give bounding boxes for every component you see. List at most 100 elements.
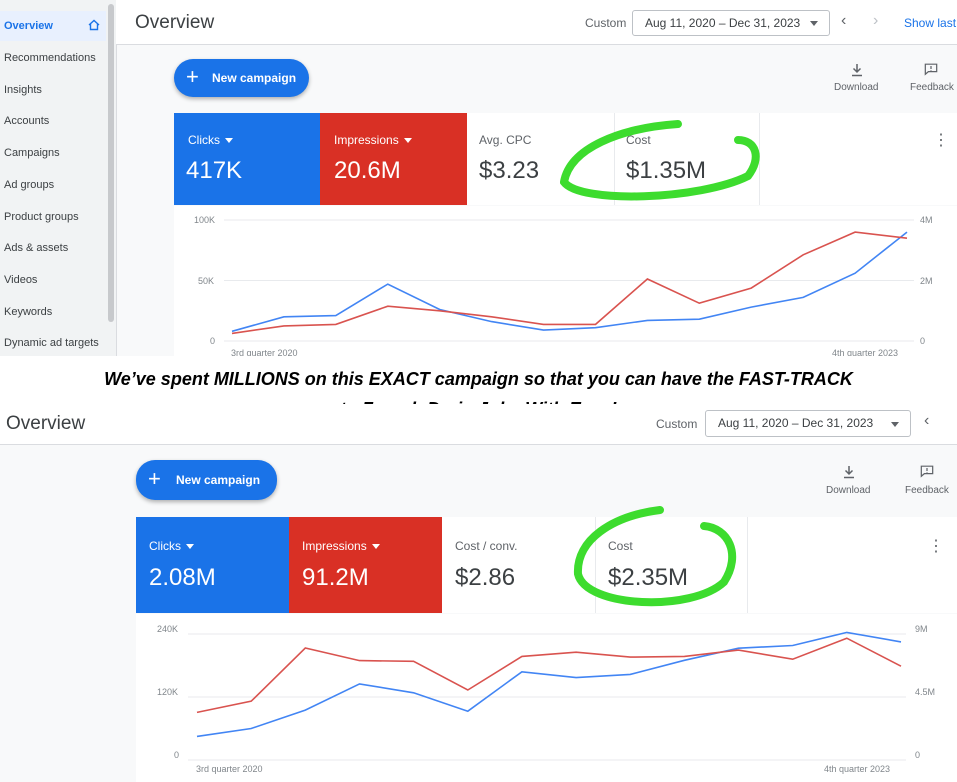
sidebar-scrollbar[interactable] <box>108 4 114 322</box>
metric-value: $2.86 <box>455 564 516 591</box>
plus-icon: + <box>186 64 199 89</box>
bottom-header-bar: Overview Custom Aug 11, 2020 – Dec 31, 2… <box>0 404 957 445</box>
sidebar-item-label: Insights <box>4 84 42 96</box>
metric-value: 2.08M <box>149 564 216 591</box>
date-range-picker[interactable]: Aug 11, 2020 – Dec 31, 2023 <box>705 410 911 437</box>
new-campaign-button[interactable]: + New campaign <box>174 59 309 97</box>
caret-down-icon <box>371 544 380 550</box>
caret-down-icon <box>891 422 899 427</box>
caret-down-icon <box>810 21 818 26</box>
metric-label: Cost <box>608 539 633 553</box>
new-campaign-label: New campaign <box>176 473 261 487</box>
metric-value: 20.6M <box>334 157 401 184</box>
green-highlight-circle <box>560 120 760 201</box>
sidebar-item-label: Campaigns <box>4 147 60 159</box>
feedback-icon[interactable] <box>920 464 934 478</box>
sidebar-item-campaigns[interactable]: Campaigns <box>0 138 108 168</box>
metric-clicks[interactable]: Clicks 2.08M <box>136 517 289 613</box>
show-last-link[interactable]: Show last <box>904 16 957 30</box>
green-highlight-circle <box>573 506 737 607</box>
date-range-value: Aug 11, 2020 – Dec 31, 2023 <box>645 16 801 30</box>
sidebar-nav: Overview Recommendations Insights Accoun… <box>0 0 117 356</box>
caret-down-icon <box>186 544 194 550</box>
feedback-icon[interactable] <box>924 62 938 76</box>
metric-label: Clicks <box>188 133 220 147</box>
feedback-label[interactable]: Feedback <box>910 82 954 93</box>
chart-series-group <box>188 631 906 761</box>
sidebar-item-overview[interactable]: Overview <box>0 11 106 41</box>
clicks-series-line <box>196 631 902 738</box>
sidebar-item-insights[interactable]: Insights <box>0 75 108 105</box>
metric-impressions[interactable]: Impressions 91.2M <box>289 517 442 613</box>
plus-icon: + <box>148 466 161 491</box>
custom-label: Custom <box>585 16 627 30</box>
download-label[interactable]: Download <box>826 485 871 496</box>
metrics-card: Clicks 2.08M Impressions 91.2M Cost / co… <box>136 517 957 613</box>
sidebar-item-dynamic-ad-targets[interactable]: Dynamic ad targets <box>0 328 108 356</box>
date-range-picker[interactable]: Aug 11, 2020 – Dec 31, 2023 <box>632 10 830 36</box>
new-campaign-button[interactable]: + New campaign <box>136 460 277 500</box>
chart-svg <box>188 631 906 761</box>
download-icon[interactable] <box>842 465 856 479</box>
sidebar-item-label: Recommendations <box>4 52 96 64</box>
feedback-label[interactable]: Feedback <box>905 485 949 496</box>
x-tick-label: 4th quarter 2023 <box>824 764 891 774</box>
right-tick-label: 9M <box>915 624 928 634</box>
metric-label: Impressions <box>334 133 399 147</box>
left-tick-label: 0 <box>210 336 216 346</box>
sidebar-item-ad-groups[interactable]: Ad groups <box>0 170 108 200</box>
right-tick-label: 2M <box>920 276 933 286</box>
caret-down-icon <box>403 138 412 144</box>
chevron-left-icon[interactable]: ‹ <box>924 412 930 429</box>
right-tick-label: 0 <box>920 336 926 346</box>
sidebar-item-product-groups[interactable]: Product groups <box>0 202 108 232</box>
left-tick-label: 50K <box>198 276 215 286</box>
left-tick-label: 240K <box>157 624 179 634</box>
chevron-right-icon[interactable]: › <box>873 12 879 29</box>
sidebar-item-label: Videos <box>4 274 38 286</box>
performance-chart: 100K 50K 0 4M 2M 0 3rd quarter 2020 4th … <box>174 206 957 356</box>
sidebar-item-recommendations[interactable]: Recommendations <box>0 43 108 73</box>
download-label[interactable]: Download <box>834 82 879 93</box>
metric-value: $2.35M <box>608 564 689 591</box>
new-campaign-label: New campaign <box>212 71 297 85</box>
sidebar-item-label: Ads & assets <box>4 242 69 254</box>
caption-line-1: We’ve spent MILLIONS on this EXACT campa… <box>104 369 853 389</box>
clicks-series-line <box>231 231 908 333</box>
right-tick-label: 4.5M <box>915 687 936 697</box>
left-tick-label: 100K <box>194 215 216 225</box>
metric-cost-per-conversion[interactable]: Cost / conv. $2.86 <box>442 517 595 613</box>
sidebar-item-ads-assets[interactable]: Ads & assets <box>0 233 108 263</box>
top-dashboard-screenshot: Overview Recommendations Insights Accoun… <box>0 0 957 356</box>
right-tick-label: 0 <box>915 750 921 760</box>
sidebar-item-accounts[interactable]: Accounts <box>0 106 108 136</box>
sidebar-item-label: Dynamic ad targets <box>4 337 99 349</box>
caret-down-icon <box>225 138 233 144</box>
metrics-card: Clicks 417K Impressions 20.6M Avg. CPC $… <box>174 113 957 205</box>
top-header-bar: Overview Custom Aug 11, 2020 – Dec 31, 2… <box>116 0 957 45</box>
metric-label: Avg. CPC <box>479 133 532 147</box>
performance-chart: 240K 120K 0 9M 4.5M 0 3rd quarter 2020 4… <box>136 614 957 782</box>
sidebar-item-keywords[interactable]: Keywords <box>0 297 108 327</box>
metric-value: 91.2M <box>302 564 369 591</box>
more-options-icon[interactable]: ⋮ <box>933 132 949 149</box>
x-tick-label: 3rd quarter 2020 <box>231 348 298 356</box>
right-tick-label: 4M <box>920 215 933 225</box>
impressions-series-line <box>196 637 902 714</box>
page-title: Overview <box>6 413 86 434</box>
download-icon[interactable] <box>850 63 864 77</box>
metric-clicks[interactable]: Clicks 417K <box>174 113 321 205</box>
date-range-value: Aug 11, 2020 – Dec 31, 2023 <box>718 416 874 430</box>
metric-value: 417K <box>186 157 243 184</box>
metric-impressions[interactable]: Impressions 20.6M <box>320 113 467 205</box>
x-tick-label: 3rd quarter 2020 <box>196 764 263 774</box>
chart-series-group <box>224 219 914 342</box>
metric-value: $3.23 <box>479 157 540 184</box>
bottom-dashboard-screenshot: Overview Custom Aug 11, 2020 – Dec 31, 2… <box>0 404 957 782</box>
sidebar-item-label: Product groups <box>4 211 79 223</box>
sidebar-item-label: Keywords <box>4 306 53 318</box>
chevron-left-icon[interactable]: ‹ <box>841 12 847 29</box>
sidebar-item-videos[interactable]: Videos <box>0 265 108 295</box>
metric-label: Clicks <box>149 539 181 553</box>
more-options-icon[interactable]: ⋮ <box>928 538 944 555</box>
